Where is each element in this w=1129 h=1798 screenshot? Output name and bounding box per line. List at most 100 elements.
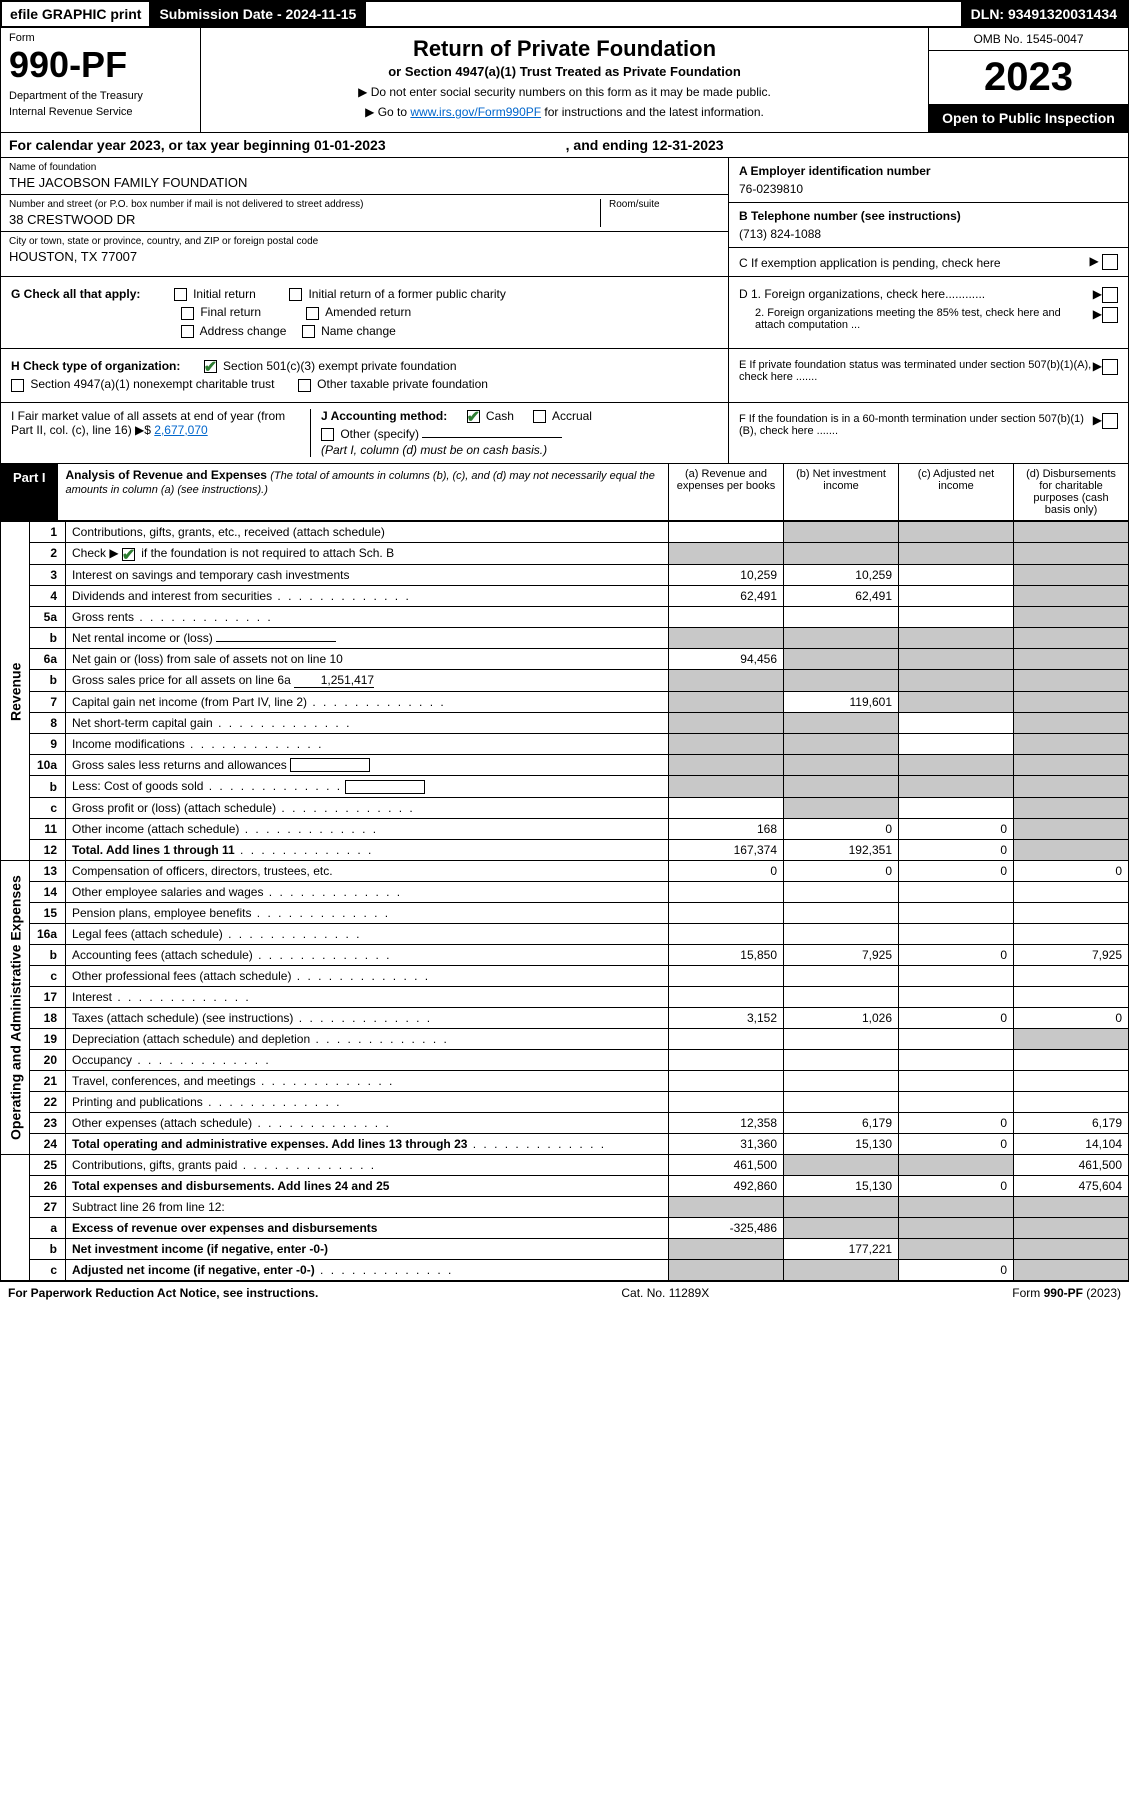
- row-7-desc: Capital gain net income (from Part IV, l…: [72, 695, 307, 709]
- row-12-b: 192,351: [784, 840, 899, 861]
- part1-header: Part I Analysis of Revenue and Expenses …: [0, 464, 1129, 521]
- ein-value: 76-0239810: [739, 178, 1118, 196]
- g-amended-checkbox[interactable]: [306, 307, 319, 320]
- row-27b-b: 177,221: [784, 1239, 899, 1260]
- irs: Internal Revenue Service: [9, 106, 192, 118]
- g-initial-public-checkbox[interactable]: [289, 288, 302, 301]
- omb-number: OMB No. 1545-0047: [929, 28, 1128, 51]
- ij-block: I Fair market value of all assets at end…: [0, 403, 1129, 465]
- row-2-checkbox[interactable]: [122, 548, 135, 561]
- g-initial: Initial return: [193, 287, 256, 301]
- row-23-d: 6,179: [1014, 1113, 1129, 1134]
- footer-center: Cat. No. 11289X: [621, 1286, 709, 1300]
- g-h-block: G Check all that apply: Initial return I…: [0, 277, 1129, 349]
- row-24-a: 31,360: [669, 1134, 784, 1155]
- name-label: Name of foundation: [9, 162, 720, 173]
- row-5b-desc: Net rental income or (loss): [72, 631, 213, 645]
- row-13-a: 0: [669, 861, 784, 882]
- submission-date: Submission Date - 2024-11-15: [149, 2, 366, 26]
- row-7-b: 119,601: [784, 691, 899, 712]
- d2-checkbox[interactable]: [1102, 307, 1118, 323]
- h-other-checkbox[interactable]: [298, 379, 311, 392]
- dln: DLN: 93491320031434: [961, 2, 1127, 26]
- room-label: Room/suite: [609, 199, 720, 210]
- row-12-c: 0: [899, 840, 1014, 861]
- h-other: Other taxable private foundation: [317, 377, 488, 391]
- row-16b-desc: Accounting fees (attach schedule): [72, 948, 253, 962]
- row-13-d: 0: [1014, 861, 1129, 882]
- tax-year: 2023: [929, 51, 1128, 104]
- row-6a-a: 94,456: [669, 648, 784, 669]
- j-cash-checkbox[interactable]: [467, 410, 480, 423]
- f-label: F If the foundation is in a 60-month ter…: [739, 413, 1093, 437]
- foundation-name: THE JACOBSON FAMILY FOUNDATION: [9, 173, 720, 190]
- open-inspection: Open to Public Inspection: [929, 104, 1128, 132]
- row-5a-desc: Gross rents: [72, 610, 134, 624]
- row-14-desc: Other employee salaries and wages: [72, 885, 263, 899]
- g-final: Final return: [200, 305, 261, 319]
- row-19-desc: Depreciation (attach schedule) and deple…: [72, 1032, 310, 1046]
- c-checkbox[interactable]: [1102, 254, 1118, 270]
- h-label: H Check type of organization:: [11, 359, 180, 373]
- city-state-zip: HOUSTON, TX 77007: [9, 247, 720, 264]
- j-other-checkbox[interactable]: [321, 428, 334, 441]
- row-4-a: 62,491: [669, 585, 784, 606]
- row-27a-desc: Excess of revenue over expenses and disb…: [72, 1221, 377, 1235]
- j-label: J Accounting method:: [321, 409, 447, 423]
- j-cash: Cash: [486, 409, 514, 423]
- row-21-desc: Travel, conferences, and meetings: [72, 1074, 256, 1088]
- i-label: I Fair market value of all assets at end…: [11, 409, 285, 437]
- footer: For Paperwork Reduction Act Notice, see …: [0, 1281, 1129, 1304]
- row-24-b: 15,130: [784, 1134, 899, 1155]
- row-16c-desc: Other professional fees (attach schedule…: [72, 969, 291, 983]
- row-22-desc: Printing and publications: [72, 1095, 203, 1109]
- g-initial-checkbox[interactable]: [174, 288, 187, 301]
- row-4-desc: Dividends and interest from securities: [72, 589, 272, 603]
- form-label: Form: [9, 32, 192, 44]
- h-block: H Check type of organization: Section 50…: [0, 349, 1129, 403]
- g-final-checkbox[interactable]: [181, 307, 194, 320]
- row-20-desc: Occupancy: [72, 1053, 132, 1067]
- entity-block: Name of foundation THE JACOBSON FAMILY F…: [0, 158, 1129, 277]
- footer-right: Form 990-PF (2023): [1012, 1286, 1121, 1300]
- row-2-desc: Check ▶ if the foundation is not require…: [66, 543, 669, 564]
- part1-title: Analysis of Revenue and Expenses: [66, 468, 267, 482]
- col-d-header: (d) Disbursements for charitable purpose…: [1013, 464, 1128, 520]
- g-address-checkbox[interactable]: [181, 325, 194, 338]
- col-b-header: (b) Net investment income: [783, 464, 898, 520]
- row-26-desc: Total expenses and disbursements. Add li…: [72, 1179, 389, 1193]
- row-18-b: 1,026: [784, 1008, 899, 1029]
- f-checkbox[interactable]: [1102, 413, 1118, 429]
- tel-value: (713) 824-1088: [739, 223, 1118, 241]
- g-initial-public: Initial return of a former public charit…: [308, 287, 505, 301]
- row-25-desc: Contributions, gifts, grants paid: [72, 1158, 237, 1172]
- j-accrual: Accrual: [552, 409, 592, 423]
- row-8-desc: Net short-term capital gain: [72, 716, 213, 730]
- j-note: (Part I, column (d) must be on cash basi…: [321, 443, 718, 457]
- form-number: 990-PF: [9, 44, 192, 86]
- row-26-b: 15,130: [784, 1176, 899, 1197]
- inst2-pre: ▶ Go to: [365, 105, 410, 119]
- row-3-desc: Interest on savings and temporary cash i…: [66, 564, 669, 585]
- row-23-b: 6,179: [784, 1113, 899, 1134]
- form-title: Return of Private Foundation: [209, 36, 920, 62]
- row-3-b: 10,259: [784, 564, 899, 585]
- row-11-desc: Other income (attach schedule): [72, 822, 239, 836]
- e-checkbox[interactable]: [1102, 359, 1118, 375]
- g-amended: Amended return: [325, 305, 411, 319]
- row-26-a: 492,860: [669, 1176, 784, 1197]
- d1-checkbox[interactable]: [1102, 287, 1118, 303]
- h-4947-checkbox[interactable]: [11, 379, 24, 392]
- row-23-c: 0: [899, 1113, 1014, 1134]
- opex-sidelabel: Operating and Administrative Expenses: [1, 861, 30, 1155]
- row-15-desc: Pension plans, employee benefits: [72, 906, 251, 920]
- h-501-checkbox[interactable]: [204, 360, 217, 373]
- instruction-1: ▶ Do not enter social security numbers o…: [209, 85, 920, 99]
- row-27-desc: Subtract line 26 from line 12:: [66, 1197, 669, 1218]
- tel-label: B Telephone number (see instructions): [739, 209, 1118, 223]
- irs-link[interactable]: www.irs.gov/Form990PF: [410, 105, 541, 119]
- g-name-checkbox[interactable]: [302, 325, 315, 338]
- j-accrual-checkbox[interactable]: [533, 410, 546, 423]
- row-13-desc: Compensation of officers, directors, tru…: [66, 861, 669, 882]
- row-6a-desc: Net gain or (loss) from sale of assets n…: [66, 648, 669, 669]
